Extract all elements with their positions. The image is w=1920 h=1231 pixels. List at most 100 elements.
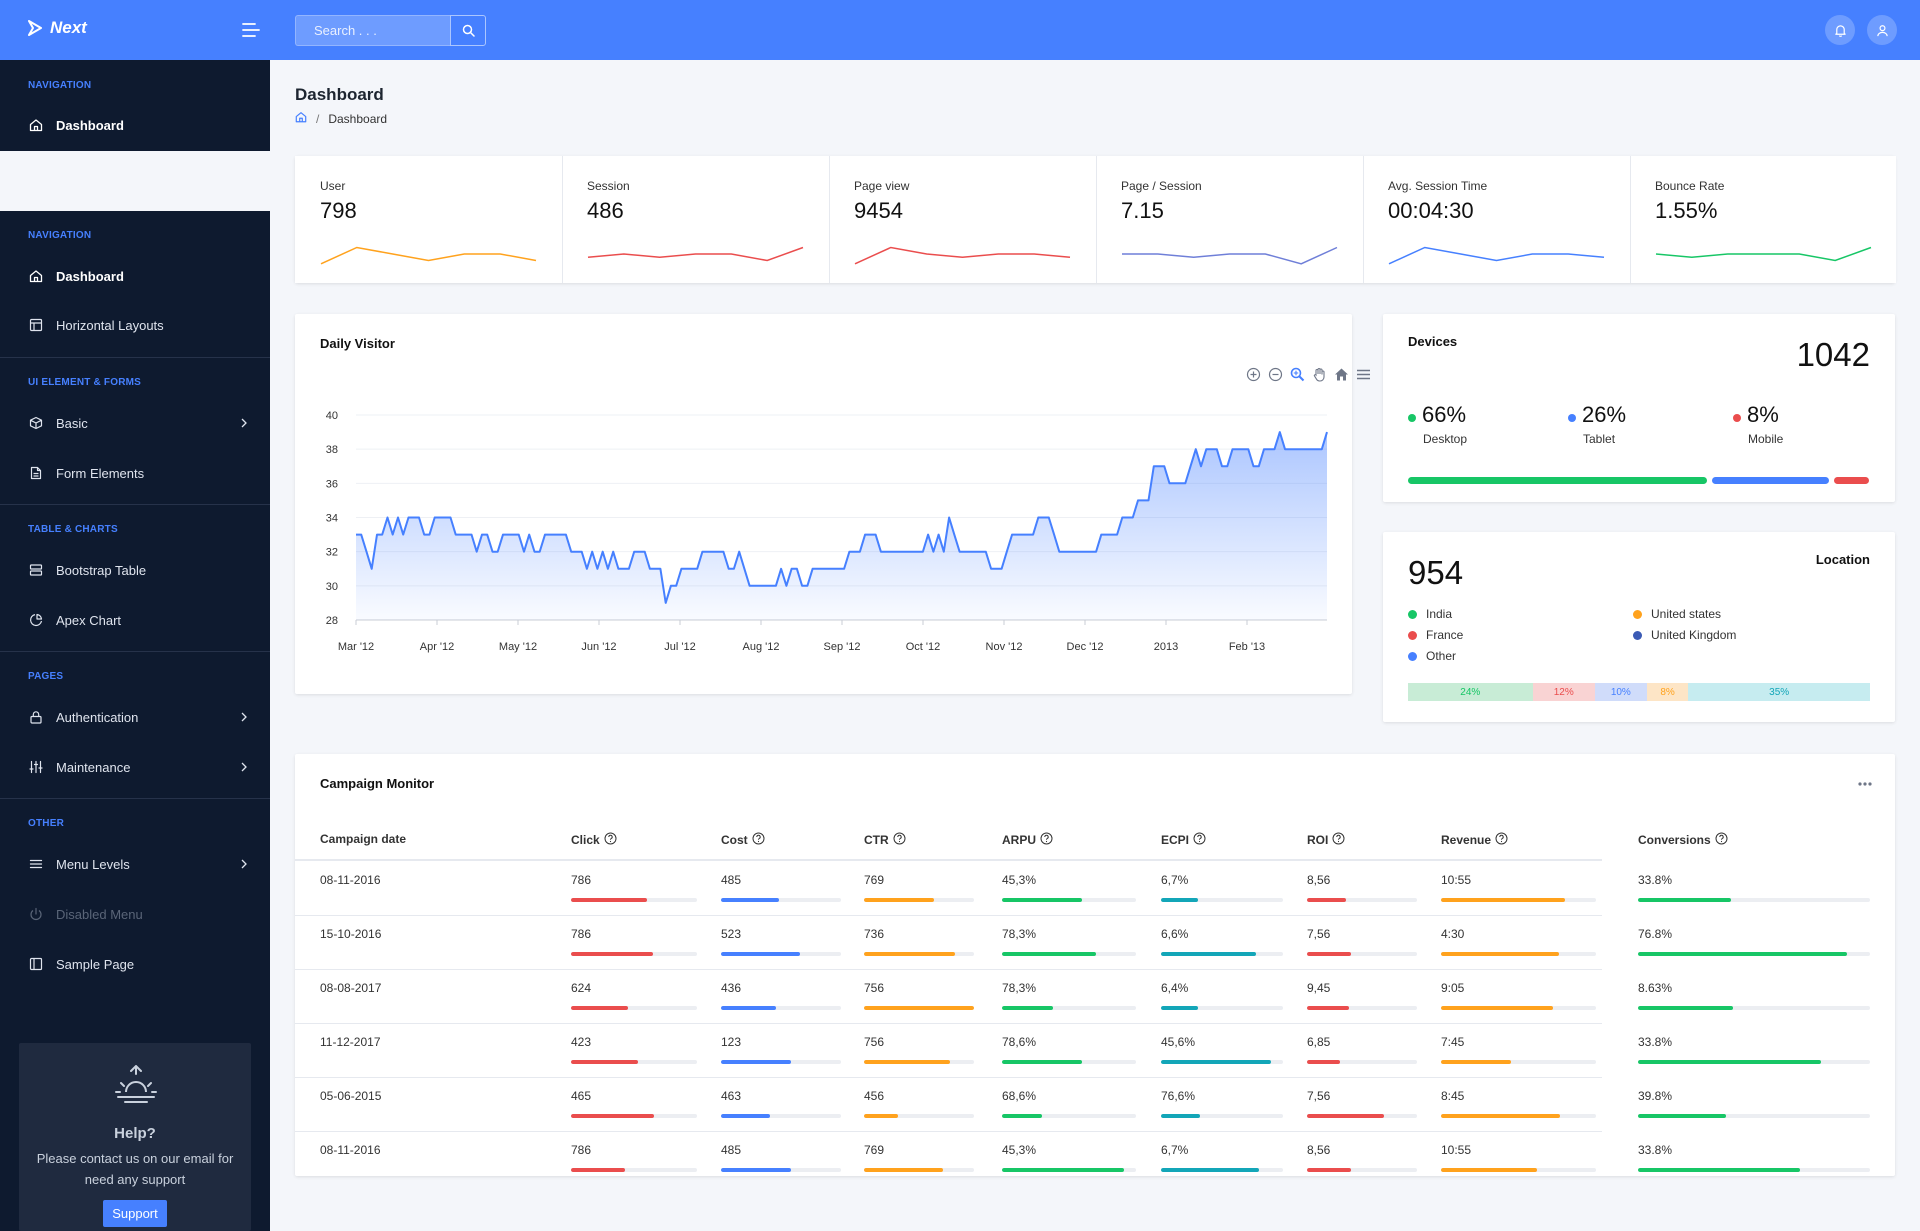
- metric-progress-fill: [1307, 952, 1351, 956]
- notification-button[interactable]: [1825, 15, 1855, 45]
- sidebar-item-form-elements[interactable]: Form Elements: [0, 453, 270, 493]
- help-circle-icon[interactable]: [1495, 832, 1508, 848]
- stat-value: 7.15: [1121, 198, 1164, 223]
- sidebar-item-disabled-menu: Disabled Menu: [0, 894, 270, 934]
- location-legend-item: Other: [1408, 649, 1456, 663]
- breadcrumb-separator: /: [316, 111, 320, 126]
- nav-divider: [0, 504, 270, 505]
- menu-toggle-icon[interactable]: [240, 19, 262, 41]
- sidebar-item-basic[interactable]: Basic: [0, 403, 270, 443]
- zoom-out-icon[interactable]: [1267, 366, 1283, 382]
- help-circle-icon[interactable]: [893, 832, 906, 848]
- table-row[interactable]: 05-06-2015 465 463 456 68,6% 76,6% 7,56 8:45 39.…: [295, 1077, 1895, 1131]
- nav-caption: PAGES: [28, 671, 64, 682]
- help-circle-icon[interactable]: [1040, 832, 1053, 848]
- column-header: Cost: [721, 832, 765, 848]
- zoom-in-icon[interactable]: [1245, 366, 1261, 382]
- metric-progress-fill: [864, 1114, 899, 1118]
- metric-progress-fill: [571, 1168, 626, 1172]
- sidebar-item-menu-levels[interactable]: Menu Levels: [0, 844, 270, 884]
- metric-progress-track: [1161, 898, 1283, 902]
- user-icon: [1876, 24, 1888, 36]
- metric-value: 6,6%: [1161, 927, 1189, 941]
- brand-logo[interactable]: Next: [28, 18, 87, 38]
- breadcrumb-home-icon[interactable]: [295, 111, 307, 126]
- search-icon: [462, 24, 475, 37]
- search-button[interactable]: [450, 15, 486, 46]
- metric-value: 423: [571, 1035, 592, 1049]
- help-circle-icon[interactable]: [604, 832, 617, 848]
- metric-progress-fill: [1161, 898, 1198, 902]
- table-row[interactable]: 15-10-2016 786 523 736 78,3% 6,6% 7,56 4:30 76.8…: [295, 915, 1895, 969]
- location-card: 954 Location India France Other United stat…: [1383, 532, 1895, 722]
- metric-progress-track: [1307, 1114, 1417, 1118]
- card-title: Campaign Monitor: [320, 776, 435, 791]
- sidebar-item-bootstrap-table[interactable]: Bootstrap Table: [0, 550, 270, 590]
- table-row[interactable]: 08-11-2016 786 485 769 45,3% 6,7% 8,56 10:55 33.…: [295, 1131, 1895, 1185]
- metric-progress-fill: [1002, 1114, 1043, 1118]
- stat-card: Page view 9454: [829, 156, 1095, 283]
- table-row[interactable]: 11-12-2017 423 123 756 78,6% 45,6% 6,85 7:45 33.…: [295, 1023, 1895, 1077]
- metric-progress-fill: [1638, 1114, 1727, 1118]
- column-header-label: Conversions: [1638, 833, 1711, 847]
- sidebar-item-apex-chart[interactable]: Apex Chart: [0, 600, 270, 640]
- search-input[interactable]: [295, 15, 450, 46]
- area-fill: [356, 432, 1327, 620]
- top-navbar: Next: [0, 0, 1920, 60]
- sidebar-item-dashboard-top[interactable]: Dashboard: [0, 105, 270, 145]
- metric-value: 463: [721, 1089, 742, 1103]
- table-row[interactable]: 08-08-2017 624 436 756 78,3% 6,4% 9,45 9:05 8.63…: [295, 969, 1895, 1023]
- more-options-icon[interactable]: [1857, 774, 1873, 792]
- sidebar-item-authentication[interactable]: Authentication: [0, 697, 270, 737]
- reset-zoom-home-icon[interactable]: [1333, 366, 1349, 382]
- metric-value: 786: [571, 1143, 592, 1157]
- help-circle-icon[interactable]: [1715, 832, 1728, 848]
- metric-progress-fill: [1307, 1168, 1351, 1172]
- help-circle-icon[interactable]: [752, 832, 765, 848]
- metric-value: 786: [571, 927, 592, 941]
- stat-value: 798: [320, 198, 357, 223]
- search-bar: [295, 15, 486, 46]
- metric-value: 485: [721, 1143, 742, 1157]
- device-label: Mobile: [1748, 432, 1784, 446]
- metric-value: 8,56: [1307, 1143, 1331, 1157]
- metric-progress-track: [1441, 1006, 1596, 1010]
- stat-label: Page view: [854, 179, 910, 193]
- sidebar-item-label: Authentication: [56, 709, 139, 725]
- column-header-label: ECPI: [1161, 833, 1190, 847]
- user-profile-button[interactable]: [1867, 15, 1897, 45]
- metric-value: 436: [721, 981, 742, 995]
- device-share-bar: [1833, 477, 1869, 484]
- stat-value: 486: [587, 198, 624, 223]
- zoom-selection-icon[interactable]: [1289, 366, 1305, 382]
- metric-value: 6,7%: [1161, 1143, 1189, 1157]
- next-logo-icon: [28, 20, 42, 36]
- support-button[interactable]: Support: [103, 1200, 167, 1227]
- metric-progress-track: [571, 1006, 697, 1010]
- metric-progress-fill: [1161, 1114, 1201, 1118]
- sidebar-item-horizontal-layouts[interactable]: Horizontal Layouts: [0, 305, 270, 345]
- metric-value: 756: [864, 981, 885, 995]
- campaign-date: 15-10-2016: [320, 927, 382, 941]
- metric-value: 10:55: [1441, 873, 1472, 887]
- sidebar-item-maintenance[interactable]: Maintenance: [0, 747, 270, 787]
- sidebar-item-dashboard[interactable]: Dashboard: [0, 256, 270, 296]
- metric-progress-track: [864, 1168, 974, 1172]
- metric-progress-fill: [1441, 952, 1559, 956]
- chart-menu-icon[interactable]: [1355, 366, 1371, 382]
- metric-progress-fill: [1638, 1168, 1801, 1172]
- help-circle-icon[interactable]: [1332, 832, 1345, 848]
- metric-progress-fill: [1441, 898, 1565, 902]
- metric-progress-fill: [1161, 1060, 1271, 1064]
- metric-progress-fill: [721, 1114, 771, 1118]
- metric-progress-track: [1161, 1060, 1283, 1064]
- daily-visitor-chart: 40 38 36 34 32 30 28 Mar '12 Apr '12 May '12 Jun '…: [326, 410, 1328, 653]
- metric-progress-track: [721, 952, 841, 956]
- column-header: Click: [571, 832, 617, 848]
- pan-hand-icon[interactable]: [1311, 366, 1327, 382]
- sidebar-item-sample-page[interactable]: Sample Page: [0, 944, 270, 984]
- help-circle-icon[interactable]: [1193, 832, 1206, 848]
- table-row[interactable]: 08-11-2016 786 485 769 45,3% 6,7% 8,56 10:55 33.…: [295, 861, 1895, 915]
- menu-icon: [28, 856, 44, 872]
- metric-progress-fill: [1002, 1060, 1083, 1064]
